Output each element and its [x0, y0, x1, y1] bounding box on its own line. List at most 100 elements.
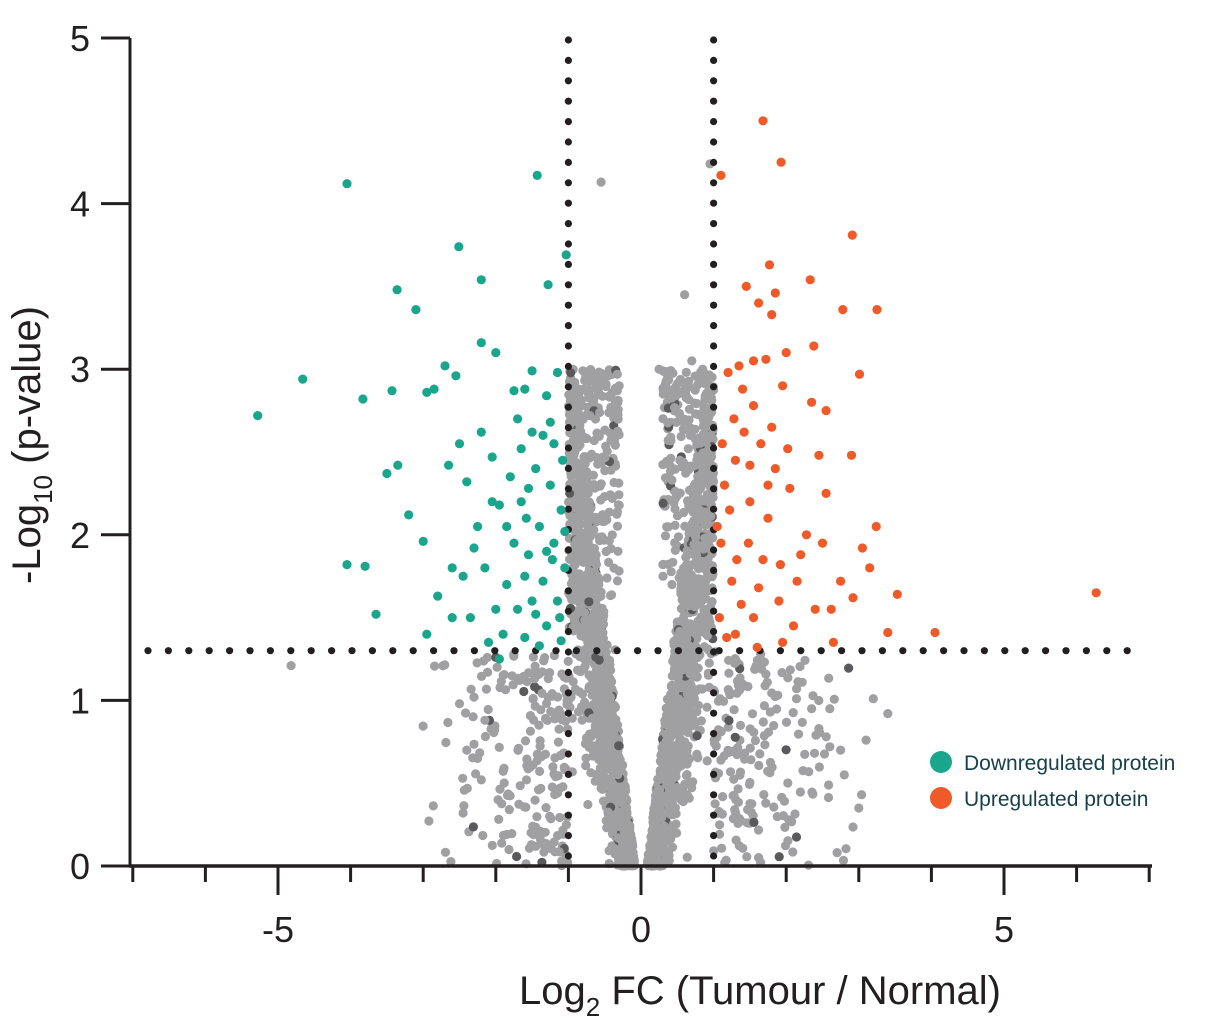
ns-point [603, 807, 613, 817]
ns-point [730, 732, 740, 742]
ns-point [540, 653, 550, 663]
ns-point [657, 774, 668, 784]
upregulated-point [821, 488, 831, 498]
ns-point [666, 453, 676, 463]
ns-point [684, 778, 694, 789]
upregulated-point [821, 406, 831, 416]
ns-point [524, 843, 535, 853]
ns-point [579, 540, 590, 550]
ns-point [696, 716, 707, 726]
y-tick-label: 5 [70, 18, 90, 59]
ns-point [586, 672, 596, 683]
ns-point [604, 740, 614, 750]
ns-point [814, 762, 825, 772]
ns-point [666, 567, 676, 577]
upregulated-point [805, 275, 815, 285]
x-tick-label: -5 [262, 909, 294, 950]
ns-point [536, 752, 547, 762]
ns-point [528, 830, 539, 840]
ns-point [613, 546, 623, 556]
ns-point [578, 489, 588, 499]
ns-point [572, 592, 582, 602]
ns-point [542, 698, 552, 709]
ns-point [669, 497, 679, 508]
ns-point [692, 749, 702, 759]
downregulated-point [476, 427, 486, 437]
fold-change-threshold-dot [564, 118, 573, 126]
ns-point [844, 663, 854, 673]
downregulated-point [462, 477, 472, 487]
upregulated-point [748, 356, 759, 366]
fold-change-threshold-dot [710, 587, 718, 595]
ns-point [569, 615, 579, 625]
ns-outlier-point [861, 735, 871, 745]
pvalue-threshold-dot [1042, 647, 1050, 655]
downregulated-point [502, 521, 512, 532]
ns-point [700, 533, 710, 543]
ns-point [561, 820, 572, 830]
ns-point [494, 742, 504, 753]
ns-point [809, 748, 820, 758]
ns-point [585, 385, 596, 395]
ns-point [525, 711, 536, 721]
ns-point [697, 590, 707, 600]
pvalue-threshold-dot [980, 647, 989, 655]
ns-point [418, 721, 428, 731]
downregulated-point [491, 348, 501, 358]
ns-point [685, 461, 696, 471]
ns-point [800, 749, 810, 760]
pvalue-threshold-dot [940, 647, 948, 655]
fold-change-threshold-dot [564, 158, 573, 166]
ns-point [683, 444, 693, 454]
ns-point [534, 720, 544, 730]
ns-point [685, 669, 695, 679]
ns-point [612, 369, 622, 379]
fold-change-threshold-dot [710, 485, 718, 493]
ns-point [513, 745, 523, 755]
upregulated-point [788, 621, 799, 631]
ns-point [743, 681, 753, 692]
downregulated-point [505, 472, 515, 482]
ns-point [584, 393, 594, 403]
ns-point [535, 766, 545, 777]
ns-point [562, 699, 572, 710]
ns-point [614, 430, 624, 440]
ns-point [605, 392, 615, 402]
pvalue-threshold-dot [450, 647, 458, 655]
ns-point [586, 365, 596, 375]
fold-change-threshold-dot [564, 199, 573, 207]
pvalue-threshold-dot [858, 647, 866, 655]
downregulated-point [422, 387, 432, 397]
ns-outlier-point [614, 381, 624, 391]
downregulated-point [531, 464, 541, 474]
ns-point [671, 772, 681, 782]
downregulated-point [538, 430, 548, 440]
fold-change-threshold-dot [564, 56, 573, 64]
ns-outlier-point [462, 745, 472, 755]
fold-change-threshold-dot [710, 546, 718, 554]
ns-point [657, 847, 667, 857]
ns-point [471, 769, 481, 779]
non-significant-points [286, 159, 893, 871]
upregulated-point [741, 281, 751, 291]
ns-point [468, 712, 478, 722]
ns-point [710, 799, 720, 809]
downregulated-point [509, 538, 519, 548]
ns-point [614, 741, 624, 751]
ns-point [584, 742, 594, 752]
fold-change-threshold-dot [564, 709, 573, 717]
ns-point [749, 817, 759, 828]
legend-marker-upregulated [930, 787, 952, 809]
ns-point [539, 847, 549, 857]
upregulated-point [743, 538, 754, 548]
downregulated-point [440, 361, 450, 371]
ns-outlier-point [839, 770, 849, 780]
upregulated-point [838, 305, 848, 315]
upregulated-point [758, 555, 768, 565]
downregulated-point [558, 455, 568, 465]
ns-point [808, 789, 818, 799]
ns-point [800, 655, 810, 666]
ns-point [572, 535, 582, 545]
downregulated-point [476, 338, 486, 348]
upregulated-point [848, 593, 858, 603]
